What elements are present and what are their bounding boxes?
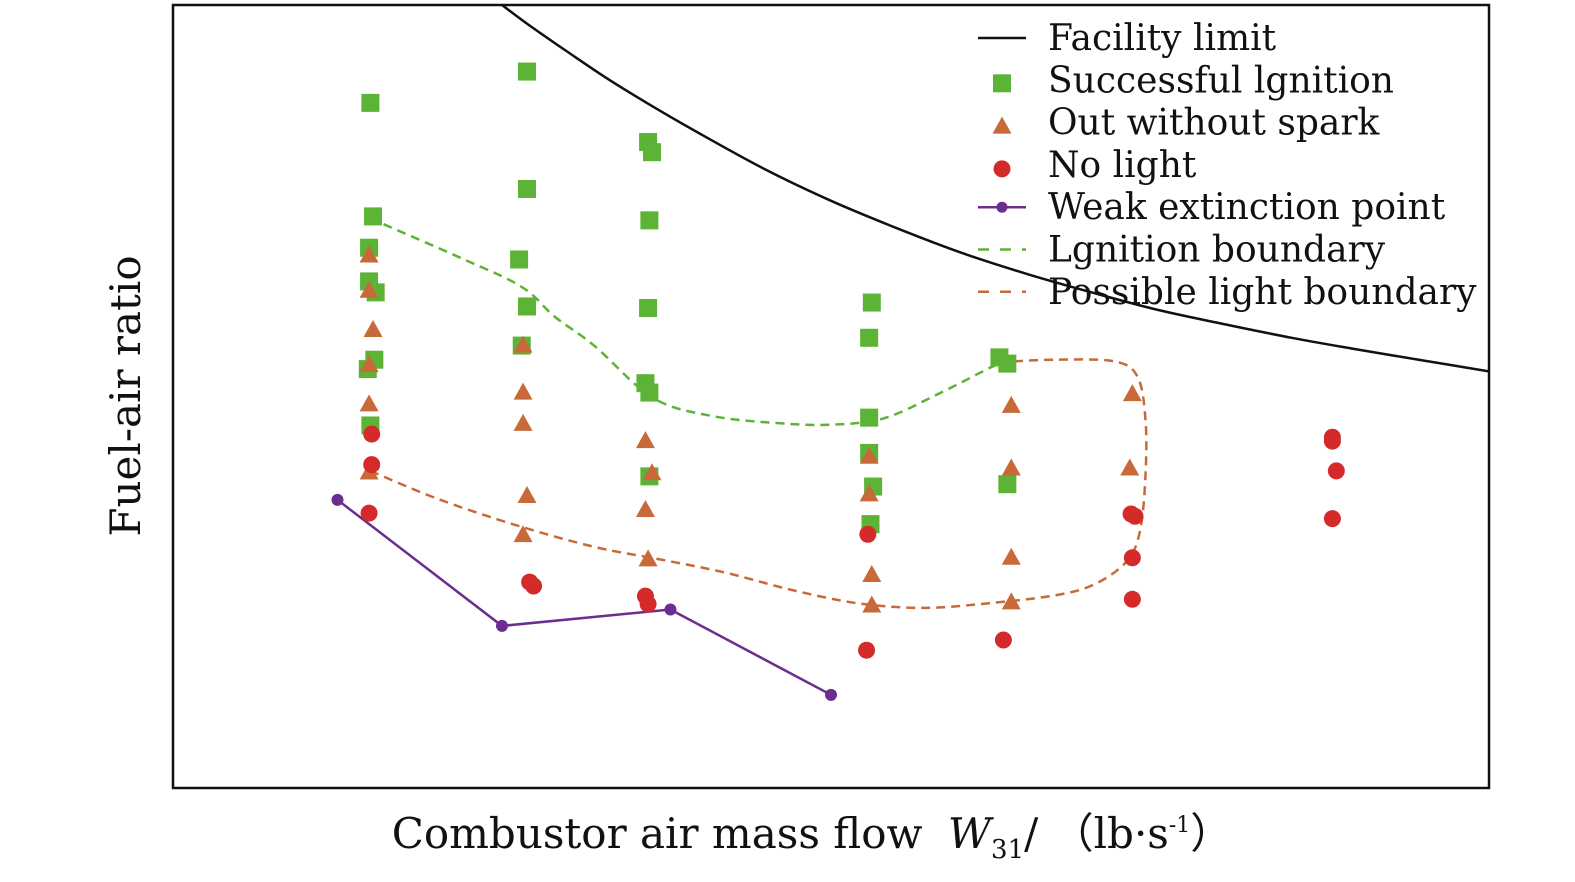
no-light-point: [363, 425, 381, 443]
plot-area: [331, 5, 1489, 701]
successful-ignition-point: [518, 297, 537, 316]
out-without-spark-point: [513, 382, 533, 400]
x-axis-title-main: Combustor air mass flow: [392, 809, 923, 858]
out-without-spark-point: [862, 565, 882, 583]
out-without-spark-point: [635, 500, 655, 518]
weak-extinction-line: [336, 498, 832, 696]
out-without-spark-point: [859, 446, 879, 464]
successful-ignition-point: [643, 143, 662, 162]
successful-ignition-point: [640, 211, 659, 230]
legend-label: Successful lgnition: [1048, 60, 1394, 101]
weak-extinction-point: [825, 688, 837, 701]
plot-frame: [171, 3, 1491, 790]
out-without-spark-point: [359, 280, 379, 298]
out-without-spark-point: [635, 431, 655, 449]
out-without-spark-point: [513, 413, 533, 431]
out-without-spark-point: [359, 245, 379, 263]
successful-ignition-point: [640, 383, 659, 402]
legend-label: Facility limit: [1048, 18, 1277, 59]
no-light-point: [994, 631, 1012, 649]
out-without-spark-point: [642, 463, 662, 481]
successful-ignition-point: [518, 62, 537, 81]
legend-out-without-spark-swatch: [992, 116, 1012, 134]
legend-label: Out without spark: [1048, 103, 1381, 144]
out-without-spark-point: [359, 394, 379, 412]
out-without-spark-point: [1001, 458, 1021, 476]
out-without-spark-point: [363, 319, 383, 337]
out-without-spark-point: [859, 484, 879, 502]
out-without-spark-point: [1001, 592, 1021, 610]
no-light-point: [858, 641, 876, 659]
no-light-point: [639, 595, 657, 613]
legend-no-light-swatch: [993, 160, 1011, 178]
x-axis-title-subscript: 31: [991, 835, 1024, 865]
successful-ignition-point: [862, 293, 881, 312]
out-without-spark-point: [1120, 458, 1140, 476]
no-light-point: [859, 525, 877, 543]
successful-ignition-point: [364, 207, 383, 226]
no-light-point: [1323, 510, 1341, 528]
out-without-spark-point: [1001, 547, 1021, 565]
weak-extinction-point: [496, 619, 508, 632]
out-without-spark-point: [359, 355, 379, 373]
successful-ignition-point: [639, 299, 658, 318]
y-axis-title: Fuel-air ratio: [101, 255, 150, 536]
successful-ignition-point: [361, 93, 380, 112]
out-without-spark-point: [513, 335, 533, 353]
x-axis-title-unit-pre: / （lb·s: [1024, 809, 1169, 858]
no-light-point: [525, 577, 543, 595]
legend-label: Lgnition boundary: [1048, 230, 1386, 271]
successful-ignition-point: [998, 354, 1017, 373]
successful-ignition-point: [518, 180, 537, 199]
no-light-point: [1123, 590, 1141, 608]
legend-weak-extinction-marker: [996, 201, 1008, 213]
facility-limit-curve: [501, 5, 1489, 373]
successful-ignition-point: [860, 328, 879, 347]
successful-ignition-point: [998, 475, 1017, 494]
x-axis-title-symbol: W: [948, 809, 995, 858]
x-axis-title-unit-sup: -1: [1169, 813, 1190, 838]
successful-ignition-point: [860, 408, 879, 427]
no-light-point: [1126, 507, 1144, 525]
out-without-spark-point: [638, 549, 658, 567]
possible-light-boundary-line: [369, 358, 1148, 610]
ignition-boundary-line: [383, 223, 1010, 427]
legend-label: Possible light boundary: [1048, 272, 1477, 313]
legend-successful-ignition-swatch: [993, 74, 1011, 93]
no-light-point: [1323, 432, 1341, 450]
out-without-spark-point: [517, 485, 537, 503]
no-light-point: [360, 504, 378, 522]
weak-extinction-point: [331, 493, 344, 506]
out-without-spark-point: [1001, 395, 1021, 413]
x-axis-title-unit-post: ）: [1190, 809, 1232, 858]
x-axis-title: Combustor air mass flow W31/ （lb·s-1）: [392, 809, 1233, 865]
legend-label: Weak extinction point: [1048, 187, 1446, 228]
no-light-point: [1327, 462, 1345, 480]
successful-ignition-point: [510, 250, 529, 269]
out-without-spark-point: [1122, 384, 1142, 402]
out-without-spark-point: [513, 525, 533, 543]
out-without-spark-point: [862, 595, 882, 613]
weak-extinction-point: [664, 603, 677, 616]
no-light-point: [1123, 549, 1141, 567]
no-light-point: [363, 456, 381, 474]
legend-label: No light: [1048, 145, 1197, 186]
